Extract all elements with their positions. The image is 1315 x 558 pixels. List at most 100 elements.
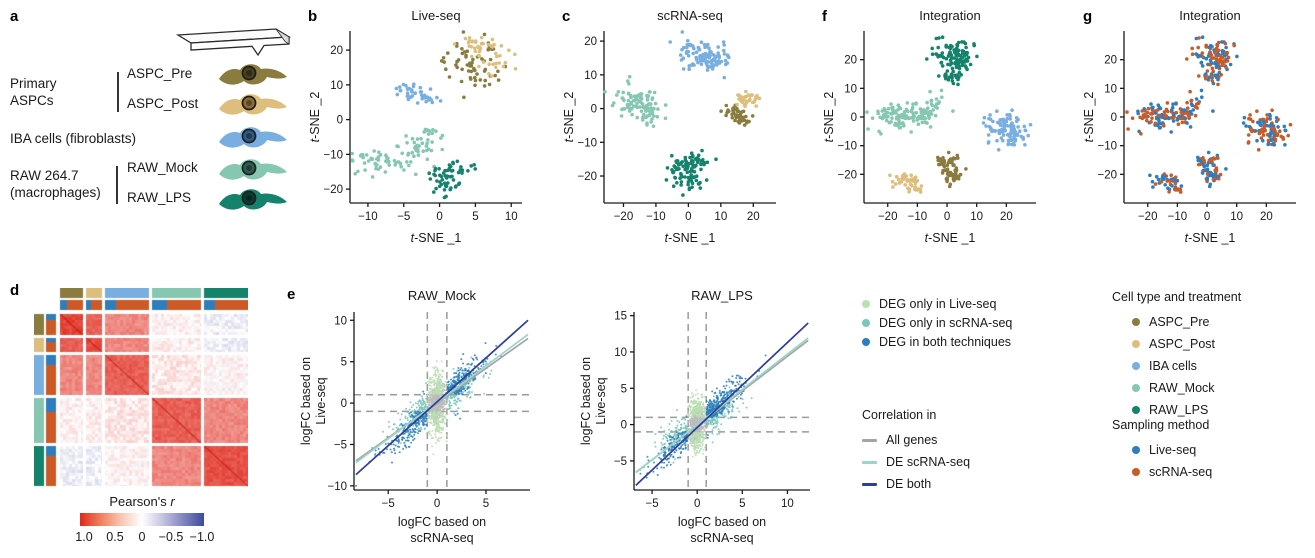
cell-raw-mock-label: RAW_Mock: [1149, 381, 1215, 395]
svg-text:−10: −10: [646, 211, 666, 223]
svg-text:−10: −10: [1168, 211, 1188, 223]
deg-scrnaseq-label: DEG only in scRNA-seq: [879, 316, 1013, 330]
corr-de-scrnaseq-label: DE scRNA-seq: [886, 455, 971, 469]
tsne-plot-liveseq: Live-seq −10 −5 0 5 10 −20 −10 0 10 20 t-SNE _1 t-SN…: [306, 4, 558, 257]
label-raw-mock: RAW_Mock: [127, 160, 198, 175]
tsne-plot-scrnaseq: scRNA-seq −20 −10 0 10 20 −20 −10 0 10 20 t-SNE _1 t…: [560, 4, 812, 257]
svg-text:−5: −5: [334, 439, 347, 451]
group-primary-aspcs-line2: ASPCs: [10, 93, 54, 108]
svg-text:20: 20: [1260, 211, 1273, 223]
corr-all-genes-label: All genes: [886, 433, 938, 447]
svg-text:10: 10: [1230, 211, 1243, 223]
pearson-heatmap: [34, 288, 248, 488]
svg-text:20: 20: [844, 55, 857, 67]
label-aspc-post: ASPC_Post: [127, 96, 199, 111]
tsne-plot-integration-by-method: Integration −20 −10 0 10 20 −20 −10 0 10 20 t-SNE _…: [1080, 4, 1313, 257]
svg-text:−20: −20: [614, 211, 634, 223]
cell-type-legend-title: Cell type and treatment: [1112, 290, 1242, 304]
svg-text:20: 20: [584, 36, 597, 48]
panel-label-e: e: [287, 286, 296, 303]
svg-text:Live-seq: Live-seq: [411, 8, 460, 23]
panel-label-d: d: [10, 282, 20, 299]
pearson-colorbar-title: Pearson's r: [62, 494, 222, 509]
svg-text:−20: −20: [1138, 211, 1158, 223]
svg-text:t-SNE _1: t-SNE _1: [665, 231, 716, 245]
cell-icon-raw-mock: [216, 155, 290, 190]
svg-text:t-SNE _1: t-SNE _1: [925, 231, 976, 245]
svg-text:10: 10: [334, 315, 347, 327]
svg-text:20: 20: [1000, 211, 1013, 223]
svg-text:0: 0: [434, 498, 440, 510]
svg-text:20: 20: [1104, 55, 1117, 67]
cbar-tick-05: 0.5: [106, 530, 124, 544]
svg-text:10: 10: [330, 80, 343, 92]
colorbar-title-italic-r: r: [170, 494, 175, 509]
logfc-plot-raw-lps: RAW_LPS −5 0 5 10 −5 0 5 10 15 logFC based on scRNA…: [578, 282, 836, 558]
corr-de-scrnaseq-line-icon: [862, 460, 877, 464]
svg-text:0: 0: [341, 398, 347, 410]
svg-text:Integration: Integration: [1179, 8, 1240, 23]
deg-both-label: DEG in both techniques: [879, 335, 1012, 349]
svg-text:scRNA-seq: scRNA-seq: [410, 531, 473, 545]
svg-text:Integration: Integration: [919, 8, 980, 23]
group-raw-line2: (macrophages): [10, 185, 101, 200]
sampling-scrnaseq-dot-icon: [1132, 468, 1140, 476]
svg-text:RAW_LPS: RAW_LPS: [691, 288, 753, 303]
svg-text:0: 0: [944, 211, 950, 223]
svg-text:RAW_Mock: RAW_Mock: [408, 288, 477, 303]
cell-aspc-pre-dot-icon: [1132, 318, 1140, 326]
logfc-plot-raw-mock: RAW_Mock −5 0 5 −10 −5 0 5 10 logFC based on scRNA…: [298, 282, 556, 558]
cbar-tick-0: 0: [138, 530, 146, 544]
cell-raw-lps-dot-icon: [1132, 406, 1140, 414]
svg-text:−10: −10: [358, 211, 378, 223]
svg-text:5: 5: [472, 211, 478, 223]
panel-label-c: c: [562, 8, 571, 25]
sampling-liveseq-dot-icon: [1132, 446, 1140, 454]
cell-aspc-pre-label: ASPC_Pre: [1149, 315, 1210, 329]
svg-text:−5: −5: [382, 498, 395, 510]
cbar-tick-m05: −0.5: [158, 530, 184, 544]
svg-text:0: 0: [851, 112, 857, 124]
sampling-liveseq-label: Live-seq: [1149, 443, 1197, 457]
group-bracket-raw: [116, 166, 118, 204]
cell-icon-iba: [216, 123, 290, 158]
cell-raw-lps-label: RAW_LPS: [1149, 403, 1209, 417]
cell-raw-mock-dot-icon: [1132, 384, 1140, 392]
tsne-plot-integration: Integration −20 −10 0 10 20 −20 −10 0 10 20 t-SNE _…: [820, 4, 1072, 257]
panel-label-g: g: [1083, 8, 1093, 25]
svg-text:0: 0: [337, 115, 343, 127]
svg-text:20: 20: [330, 45, 343, 57]
svg-text:10: 10: [970, 211, 983, 223]
svg-text:−10: −10: [577, 137, 597, 149]
svg-text:10: 10: [714, 211, 727, 223]
deg-liveseq-label: DEG only in Live-seq: [879, 297, 997, 311]
svg-text:10: 10: [505, 211, 518, 223]
cell-type-legend: Cell type and treatment ASPC_Pre ASPC_Po…: [1112, 290, 1241, 425]
svg-text:t-SNE _2: t-SNE _2: [308, 92, 322, 143]
svg-text:5: 5: [483, 498, 489, 510]
svg-text:−10: −10: [908, 211, 928, 223]
svg-text:−20: −20: [1097, 169, 1117, 181]
cell-aspc-post-dot-icon: [1132, 340, 1140, 348]
pearson-colorbar: [80, 513, 204, 526]
svg-text:−20: −20: [878, 211, 898, 223]
corr-de-both-label: DE both: [886, 477, 932, 491]
label-aspc-pre: ASPC_Pre: [127, 66, 193, 81]
svg-text:10: 10: [844, 83, 857, 95]
afm-cantilever-icon: [175, 28, 292, 57]
cbar-tick-1: 1.0: [75, 530, 93, 544]
svg-text:0: 0: [1204, 211, 1210, 223]
svg-text:−20: −20: [837, 169, 857, 181]
cell-iba-dot-icon: [1132, 362, 1140, 370]
corr-all-genes-line-icon: [862, 438, 877, 442]
group-bracket-aspc: [117, 72, 119, 112]
svg-text:10: 10: [1104, 83, 1117, 95]
svg-text:0: 0: [591, 104, 597, 116]
svg-text:Live-seq: Live-seq: [314, 377, 328, 424]
svg-text:−10: −10: [837, 141, 857, 153]
svg-text:−10: −10: [1097, 141, 1117, 153]
sampling-legend-title: Sampling method: [1112, 418, 1210, 432]
correlation-legend: Correlation in All genes DE scRNA-seq DE…: [862, 408, 970, 499]
svg-text:−5: −5: [397, 211, 410, 223]
